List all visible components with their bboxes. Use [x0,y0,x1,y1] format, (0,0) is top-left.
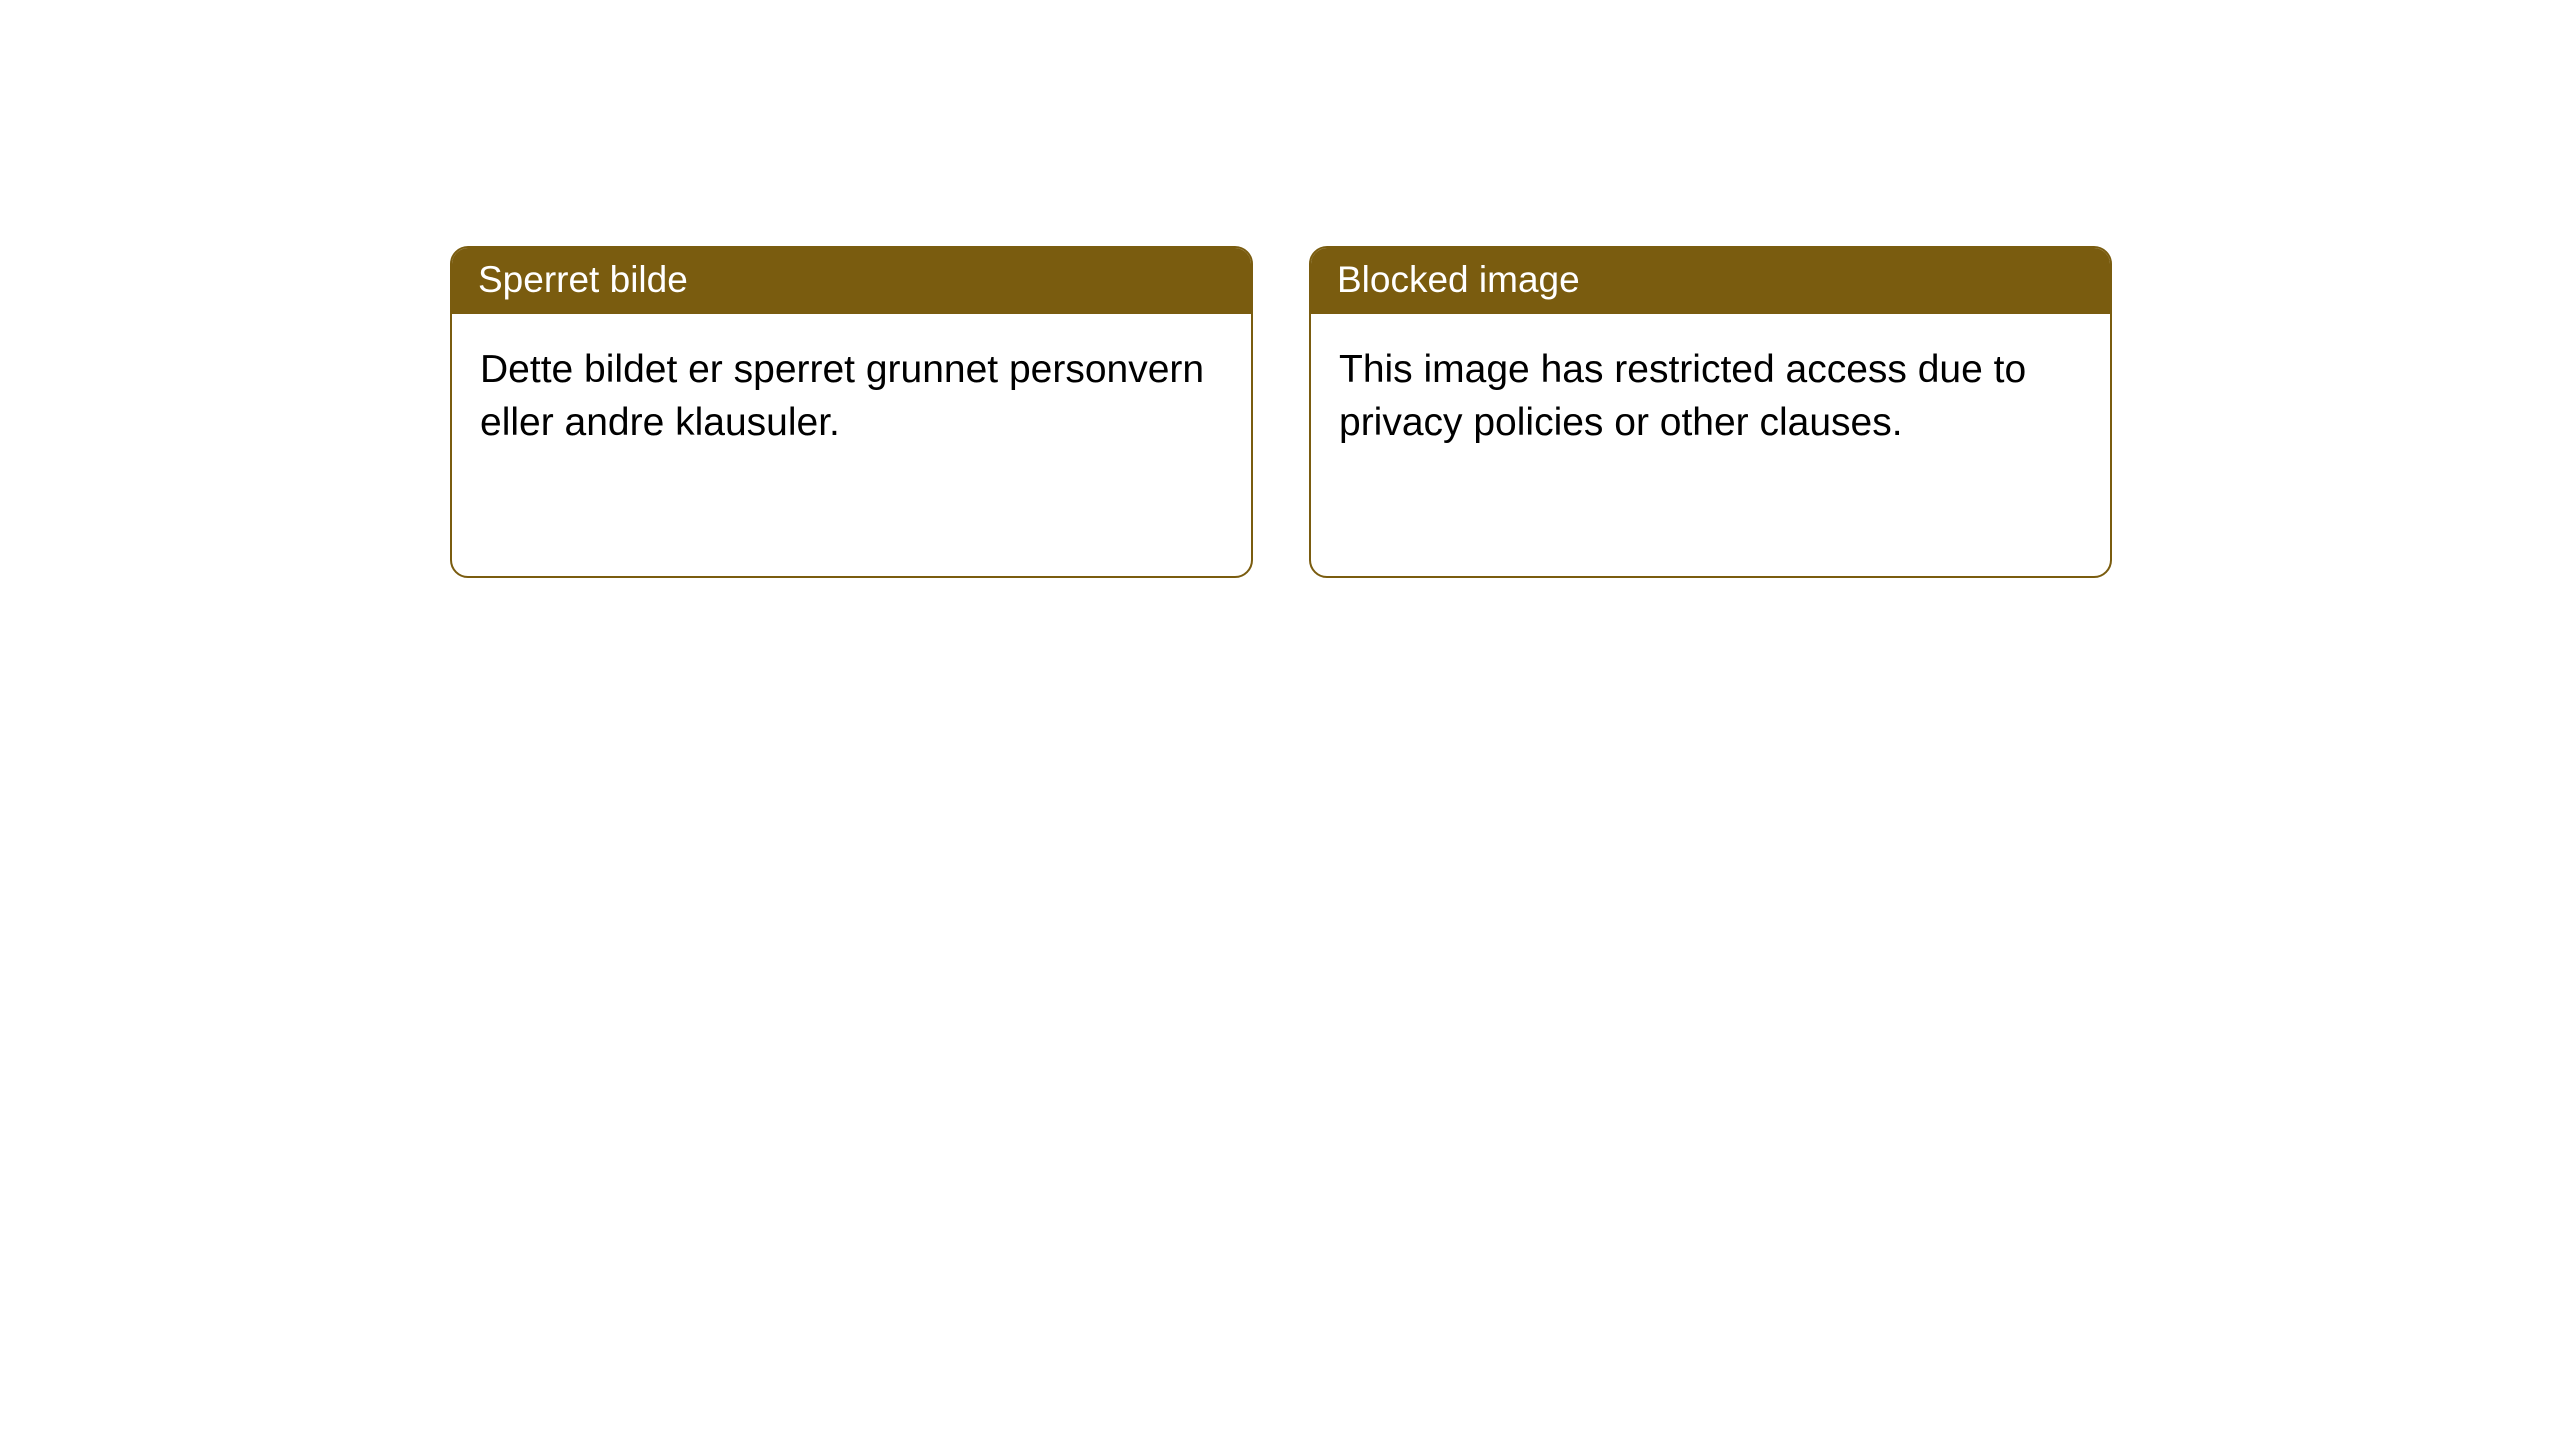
card-body: Dette bildet er sperret grunnet personve… [452,314,1251,479]
card-title: Blocked image [1337,259,1580,300]
card-title: Sperret bilde [478,259,688,300]
blocked-image-card-no: Sperret bilde Dette bildet er sperret gr… [450,246,1253,578]
card-body-text: This image has restricted access due to … [1339,348,2026,444]
blocked-image-card-en: Blocked image This image has restricted … [1309,246,2112,578]
cards-container: Sperret bilde Dette bildet er sperret gr… [0,0,2560,578]
card-header: Blocked image [1311,248,2110,314]
card-header: Sperret bilde [452,248,1251,314]
card-body: This image has restricted access due to … [1311,314,2110,479]
card-body-text: Dette bildet er sperret grunnet personve… [480,348,1204,444]
